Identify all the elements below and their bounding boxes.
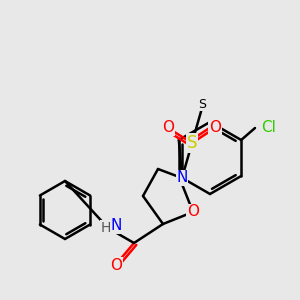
- Text: O: O: [187, 205, 199, 220]
- Text: N: N: [110, 218, 122, 233]
- Text: O: O: [209, 121, 221, 136]
- Text: H: H: [101, 221, 111, 235]
- Text: Cl: Cl: [262, 121, 276, 136]
- Text: S: S: [187, 134, 197, 152]
- Text: O: O: [162, 121, 174, 136]
- Text: O: O: [110, 257, 122, 272]
- Text: S: S: [198, 98, 206, 110]
- Text: N: N: [176, 170, 188, 185]
